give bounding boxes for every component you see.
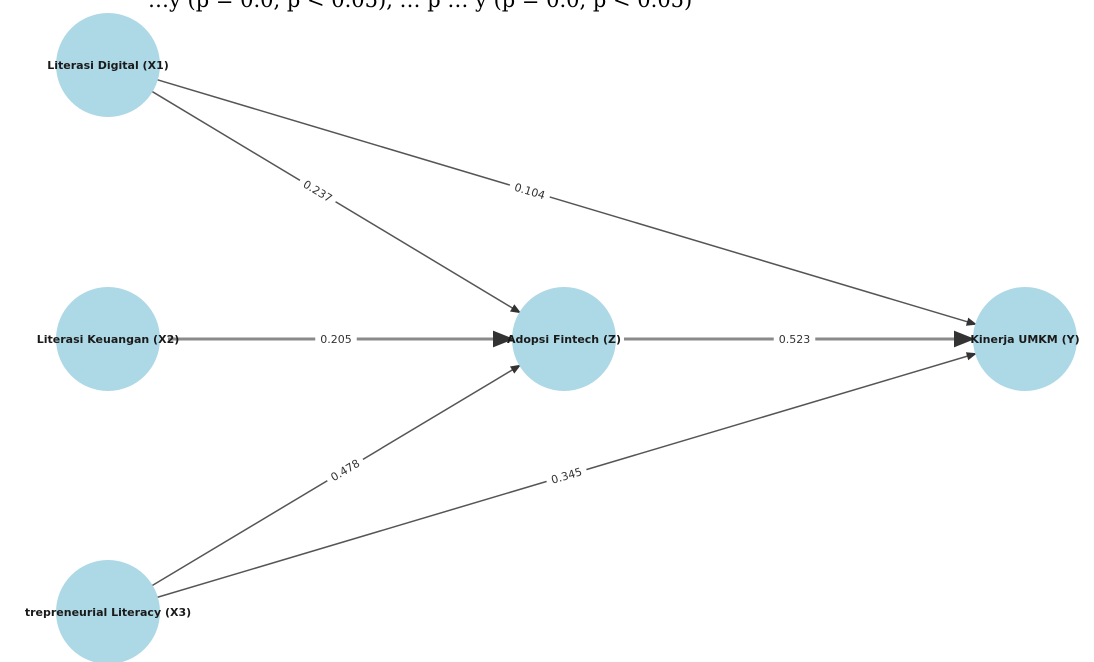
edge-x3-y-label-group: 0.345	[544, 462, 589, 490]
edge-x3-z-label: 0.478	[329, 457, 363, 484]
node-z-label: Adopsi Fintech (Z)	[507, 333, 621, 346]
node-y-circle	[973, 287, 1077, 391]
edge-x3-z-label-group: 0.478	[323, 453, 368, 488]
node-z-circle	[512, 287, 616, 391]
node-x1-circle	[56, 13, 160, 117]
edge-x2-z-label: 0.205	[320, 333, 352, 346]
edge-z-y-label-group: 0.523	[773, 332, 816, 347]
node-x3-circle	[56, 560, 160, 662]
node-x3-label: trepreneurial Literacy (X3)	[25, 606, 191, 619]
edge-x1-z-label: 0.237	[301, 178, 335, 205]
nodes-layer	[56, 13, 1077, 662]
edge-x1-y-label-group: 0.104	[507, 178, 552, 205]
edge-x2-z-label-group: 0.205	[315, 332, 357, 347]
node-x1-label: Literasi Digital (X1)	[47, 59, 169, 72]
edge-x3-y-label-background	[544, 462, 589, 490]
node-x2-label: Literasi Keuangan (X2)	[37, 333, 180, 346]
node-y-label: Kinerja UMKM (Y)	[970, 333, 1079, 346]
edge-x1-y-arrow	[151, 77, 978, 326]
node-x2-circle	[56, 287, 160, 391]
edge-x1-z-label-group: 0.237	[295, 174, 340, 209]
edge-x3-z-label-background	[323, 453, 368, 488]
edge-z-y-label: 0.523	[779, 333, 811, 346]
edge-x2-z-label-background	[315, 332, 357, 347]
edge-x1-y-label-background	[507, 178, 552, 205]
node-labels-layer: Literasi Digital (X1) Literasi Keuangan (…	[25, 59, 1080, 619]
cropped-header-text: …y (p = 0.0, p < 0.05), … p … y (p = 0.0…	[148, 0, 692, 12]
edge-x1-z-label-background	[295, 174, 340, 209]
edge-z-y-label-background	[773, 332, 816, 347]
